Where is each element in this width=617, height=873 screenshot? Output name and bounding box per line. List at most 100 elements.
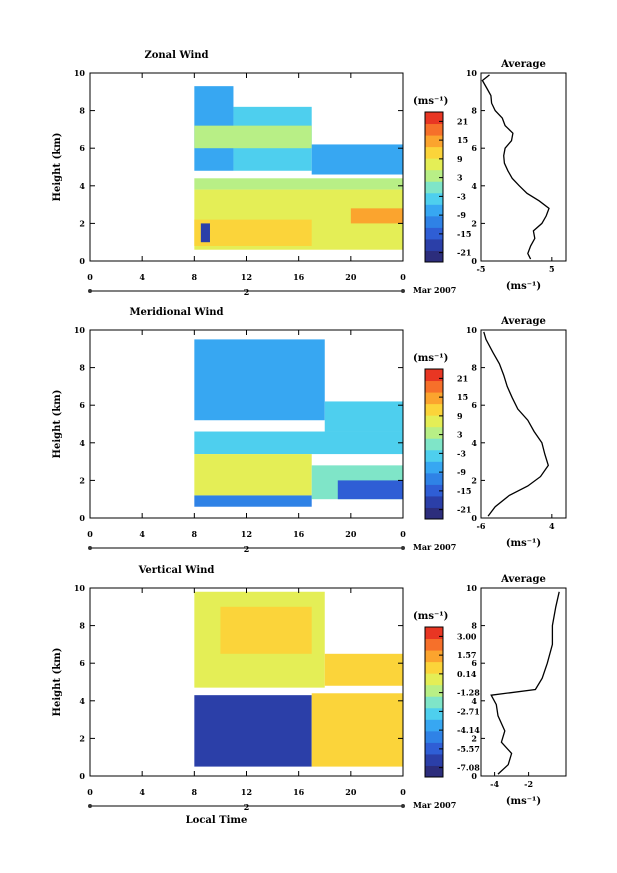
y-tick-label: 2 bbox=[79, 733, 85, 743]
heatmap-cells bbox=[194, 339, 403, 507]
heatmap-cell bbox=[311, 693, 403, 767]
heatmap-cell bbox=[194, 219, 312, 246]
y-axis-label: Height (km) bbox=[52, 133, 63, 202]
colorbar-tick-label: -5.57 bbox=[457, 744, 480, 754]
average-y-tick-label: 0 bbox=[471, 256, 477, 266]
panel-title: Vertical Wind bbox=[138, 565, 215, 576]
heatmap-cells bbox=[194, 86, 403, 250]
average-panel: Average 0 2 4 6 8 10 -6 4 (ms⁻¹) bbox=[466, 316, 567, 549]
colorbar-swatch bbox=[425, 507, 443, 520]
average-y-tick-label: 4 bbox=[471, 181, 477, 191]
colorbar-swatch bbox=[425, 495, 443, 508]
x-tick-label: 0 bbox=[87, 272, 93, 282]
colorbar-tick-label: -1.28 bbox=[457, 688, 480, 698]
y-tick-label: 10 bbox=[74, 68, 86, 78]
y-axis-label: Height (km) bbox=[52, 390, 63, 459]
colorbar-swatch bbox=[425, 250, 443, 263]
x-tick-label: 12 bbox=[241, 272, 252, 282]
y-tick-label: 8 bbox=[79, 621, 85, 631]
colorbar-tick-label: 0.14 bbox=[457, 669, 477, 679]
y-tick-label: 8 bbox=[79, 106, 85, 116]
y-tick-label: 0 bbox=[79, 771, 85, 781]
average-y-tick-label: 8 bbox=[471, 106, 477, 116]
colorbar-tick-label: 3 bbox=[457, 430, 463, 440]
y-tick-label: 4 bbox=[79, 181, 85, 191]
x-tick-label: 12 bbox=[241, 529, 252, 539]
x-tick-label: 8 bbox=[192, 529, 198, 539]
y-tick-label: 4 bbox=[79, 696, 85, 706]
date-marker-start bbox=[88, 546, 92, 550]
colorbar-swatch bbox=[425, 415, 443, 428]
panel-title: Zonal Wind bbox=[144, 50, 208, 61]
x-tick-label: 20 bbox=[345, 787, 357, 797]
colorbar-swatch bbox=[425, 123, 443, 136]
colorbar-unit-label: (ms⁻¹) bbox=[413, 353, 448, 364]
average-y-tick-label: 6 bbox=[471, 658, 477, 668]
colorbar-tick-label: 3 bbox=[457, 173, 463, 183]
x-tick-label: 8 bbox=[192, 272, 198, 282]
y-tick-label: 4 bbox=[79, 438, 85, 448]
colorbar-tick-label: -9 bbox=[457, 467, 466, 477]
y-tick-label: 0 bbox=[79, 513, 85, 523]
y-tick-label: 8 bbox=[79, 363, 85, 373]
colorbar-swatch bbox=[425, 169, 443, 182]
colorbar-swatch bbox=[425, 380, 443, 393]
average-title: Average bbox=[500, 574, 546, 585]
date-marker-label: 2 bbox=[244, 802, 250, 812]
average-y-tick-label: 4 bbox=[471, 438, 477, 448]
colorbar-swatch bbox=[425, 472, 443, 485]
x-tick-label: 16 bbox=[293, 529, 305, 539]
colorbar-swatch bbox=[425, 158, 443, 171]
colorbar-tick-label: -3 bbox=[457, 448, 466, 458]
date-marker-end bbox=[401, 804, 405, 808]
colorbar-tick-label: 21 bbox=[457, 116, 468, 126]
average-y-tick-label: 0 bbox=[471, 771, 477, 781]
colorbar-tick-label: -3 bbox=[457, 191, 466, 201]
colorbar-swatch bbox=[425, 742, 443, 755]
colorbar-swatch bbox=[425, 627, 443, 640]
colorbar-frame bbox=[424, 111, 444, 263]
heatmap-cell bbox=[194, 454, 312, 496]
colorbar-swatch bbox=[425, 181, 443, 194]
colorbar-tick-label: -2.71 bbox=[457, 706, 480, 716]
colorbar-swatch bbox=[425, 707, 443, 720]
colorbar-tick-label: -21 bbox=[457, 248, 471, 258]
date-label: Mar 2007 bbox=[413, 542, 456, 552]
y-tick-label: 6 bbox=[79, 400, 85, 410]
average-y-tick-label: 10 bbox=[466, 325, 478, 335]
colorbar-unit-label: (ms⁻¹) bbox=[413, 96, 448, 107]
date-marker-start bbox=[88, 804, 92, 808]
colorbar-swatch bbox=[425, 719, 443, 732]
colorbar-tick-label: -21 bbox=[457, 505, 471, 515]
colorbar-swatch bbox=[425, 204, 443, 217]
average-y-tick-label: 4 bbox=[471, 696, 477, 706]
colorbar-tick-label: 9 bbox=[457, 154, 463, 164]
colorbar-swatch bbox=[425, 238, 443, 251]
colorbar-tick-label: 3.00 bbox=[457, 631, 477, 641]
heatmap-cell bbox=[194, 178, 403, 190]
heatmap-cell bbox=[324, 653, 403, 686]
colorbar-swatch bbox=[425, 403, 443, 416]
date-marker-end bbox=[401, 289, 405, 293]
average-y-tick-label: 2 bbox=[471, 475, 477, 485]
average-x-tick-label: 5 bbox=[549, 264, 555, 274]
colorbar-swatch bbox=[425, 426, 443, 439]
x-tick-label: 0 bbox=[400, 787, 406, 797]
x-tick-label: 4 bbox=[139, 272, 145, 282]
average-y-tick-label: 6 bbox=[471, 400, 477, 410]
y-tick-label: 2 bbox=[79, 475, 85, 485]
heatmap-cell bbox=[194, 495, 312, 507]
average-y-tick-label: 10 bbox=[466, 68, 478, 78]
colorbar-swatch bbox=[425, 135, 443, 148]
heatmap-cell bbox=[200, 223, 210, 243]
colorbar-tick-label: 1.57 bbox=[457, 650, 476, 660]
colorbar-swatch bbox=[425, 227, 443, 240]
y-tick-label: 2 bbox=[79, 218, 85, 228]
colorbar-swatch bbox=[425, 650, 443, 663]
colorbar-swatch bbox=[425, 684, 443, 697]
heatmap-cell bbox=[194, 339, 325, 421]
colorbar-tick-label: 9 bbox=[457, 411, 463, 421]
average-y-tick-label: 6 bbox=[471, 143, 477, 153]
